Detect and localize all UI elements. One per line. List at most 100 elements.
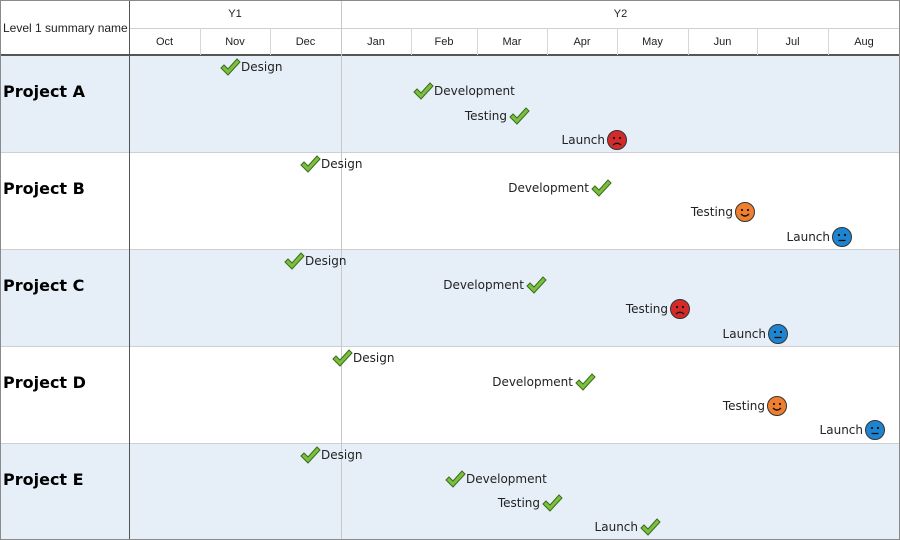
project-name-label: Project C [3,276,85,295]
month-header-oct: Oct [155,35,174,48]
checkmark-icon [299,153,321,175]
milestone-label: Testing [625,302,668,316]
milestone-design[interactable]: Design [331,347,394,369]
month-header-jan: Jan [367,35,385,48]
milestone-label: Development [466,472,547,486]
milestone-label: Testing [497,496,540,510]
month-header-feb: Feb [434,35,454,48]
project-row: Project E [0,443,900,540]
month-header-nov: Nov [225,35,245,48]
month-divider-line [757,28,758,55]
row-divider-line [0,152,900,153]
label-column-divider [129,0,130,540]
month-divider-line [270,28,271,55]
month-divider-line [411,28,412,55]
project-row: Project A [0,55,900,152]
milestone-development[interactable]: Development [508,177,612,199]
happy-face-icon [734,201,756,223]
milestone-testing[interactable]: Testing [465,105,530,127]
checkmark-icon [219,56,241,78]
project-name-label: Project E [3,470,84,489]
milestone-launch[interactable]: Launch [562,129,628,151]
neutral-face-icon [864,419,886,441]
milestone-design[interactable]: Design [299,153,362,175]
checkmark-icon [508,105,530,127]
header-divider-line [129,28,900,29]
checkmark-icon [331,347,353,369]
milestone-label: Launch [722,327,766,341]
milestone-design[interactable]: Design [219,56,282,78]
milestone-label: Testing [690,205,733,219]
milestone-label: Development [443,278,524,292]
milestone-label: Testing [464,109,507,123]
milestone-development[interactable]: Development [412,80,515,102]
milestone-launch[interactable]: Launch [820,419,886,441]
milestone-design[interactable]: Design [299,444,362,466]
milestone-label: Testing [722,399,765,413]
sad-face-icon [669,298,691,320]
milestone-testing[interactable]: Testing [723,395,788,417]
checkmark-icon [541,492,563,514]
corner-header-label: Level 1 summary name [3,20,128,35]
milestone-label: Launch [819,423,863,437]
checkmark-icon [412,80,434,102]
milestone-design[interactable]: Design [283,250,346,272]
checkmark-icon [299,444,321,466]
milestone-testing[interactable]: Testing [626,298,691,320]
milestone-launch[interactable]: Launch [723,323,789,345]
milestone-testing[interactable]: Testing [691,201,756,223]
month-header-jul: Jul [785,35,800,48]
milestone-label: Launch [561,133,605,147]
milestone-label: Development [434,84,515,98]
project-row: Project D [0,346,900,443]
milestone-development[interactable]: Development [492,371,596,393]
header-bottom-line [0,54,900,56]
month-divider-line [477,28,478,55]
milestone-label: Design [321,157,363,171]
project-row: Project B [0,152,900,249]
row-divider-line [0,443,900,444]
milestone-label: Design [305,254,347,268]
checkmark-icon [639,516,661,538]
month-header-apr: Apr [573,35,591,48]
year-header-y1: Y1 [228,8,242,20]
project-row: Project C [0,249,900,346]
milestone-development[interactable]: Development [444,468,547,490]
month-divider-line [200,28,201,55]
checkmark-icon [574,371,596,393]
month-divider-line [547,28,548,55]
month-header-dec: Dec [295,35,316,48]
checkmark-icon [444,468,466,490]
project-name-label: Project A [3,82,86,101]
row-divider-line [0,249,900,250]
checkmark-icon [283,250,305,272]
milestone-development[interactable]: Development [443,274,547,296]
milestone-label: Design [321,448,363,462]
milestone-testing[interactable]: Testing [498,492,563,514]
project-name-label: Project B [3,179,85,198]
month-divider-line [617,28,618,55]
month-header-aug: Aug [854,35,874,48]
month-header-may: May [642,35,663,48]
checkmark-icon [525,274,547,296]
milestone-label: Launch [594,520,638,534]
milestone-label: Design [353,351,395,365]
year-header-y2: Y2 [613,8,628,20]
neutral-face-icon [831,226,853,248]
sad-face-icon [606,129,628,151]
month-divider-line [688,28,689,55]
project-name-label: Project D [3,373,86,392]
year-divider-line [341,0,342,540]
milestone-label: Development [492,375,573,389]
row-divider-line [0,346,900,347]
month-header-jun: Jun [713,35,732,48]
checkmark-icon [590,177,612,199]
milestone-label: Design [241,60,283,74]
milestone-launch[interactable]: Launch [595,516,661,538]
happy-face-icon [766,395,788,417]
milestone-launch[interactable]: Launch [787,226,853,248]
month-header-mar: Mar [502,35,522,48]
neutral-face-icon [767,323,789,345]
milestone-label: Development [508,181,589,195]
